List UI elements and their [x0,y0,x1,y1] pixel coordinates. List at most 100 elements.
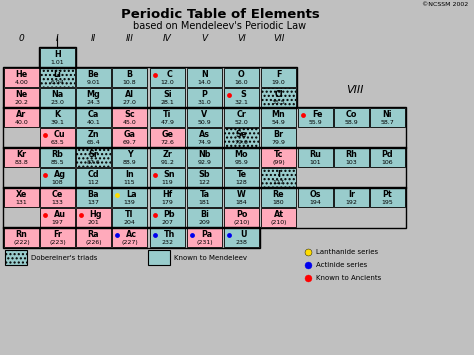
Text: 24.3: 24.3 [86,100,100,105]
Text: Fe: Fe [312,110,323,119]
Bar [261,148,296,167]
Text: Ir: Ir [348,190,355,200]
Text: 31.0: 31.0 [198,100,211,105]
Text: Ni: Ni [383,110,392,119]
Text: Kr: Kr [17,150,27,159]
Text: 74.9: 74.9 [198,140,211,145]
Text: (226): (226) [85,240,102,245]
Text: Ce: Ce [52,190,63,200]
Text: 106: 106 [382,160,393,165]
Bar [187,88,222,107]
Text: Zn: Zn [88,130,100,140]
Text: I: I [277,170,280,179]
Text: 238: 238 [236,240,247,245]
Text: Cl: Cl [274,90,283,99]
Bar [224,208,259,227]
Bar [261,128,296,147]
Text: ©NCSSM 2002: ©NCSSM 2002 [422,2,468,7]
Text: At: At [273,211,283,219]
Bar [261,208,296,227]
Bar [112,128,147,147]
Bar [112,208,147,227]
Text: As: As [199,130,210,140]
Bar [76,88,111,107]
Text: 39.1: 39.1 [51,120,64,125]
Text: Xe: Xe [16,190,27,200]
Text: K: K [55,110,61,119]
Text: Tl: Tl [125,211,134,219]
Text: La: La [126,190,137,200]
Bar [187,128,222,147]
Bar [76,168,111,187]
Text: (210): (210) [233,220,250,225]
Text: Sc: Sc [124,110,135,119]
Text: 20.2: 20.2 [15,100,28,105]
Text: 58.7: 58.7 [381,120,394,125]
Text: 50.9: 50.9 [198,120,211,125]
Text: Ca: Ca [88,110,99,119]
Bar [4,148,39,167]
Text: Lanthanide series: Lanthanide series [316,249,378,255]
Bar [76,68,111,87]
Bar [112,148,147,167]
Text: C: C [166,70,173,79]
Bar [3,67,297,108]
Text: Ar: Ar [17,110,27,119]
Bar [224,88,259,107]
Text: (99): (99) [272,160,285,165]
Text: 133: 133 [52,200,64,205]
Bar [224,148,259,167]
Text: Th: Th [164,230,175,239]
Bar [4,228,39,247]
Text: (223): (223) [49,240,66,245]
Text: 1.01: 1.01 [51,60,64,65]
Bar [187,168,222,187]
Text: Periodic Table of Elements: Periodic Table of Elements [120,8,319,21]
Text: 207: 207 [162,220,173,225]
Bar [261,108,296,127]
Text: Known to Ancients: Known to Ancients [316,275,381,281]
Text: Zr: Zr [163,150,173,159]
Bar [261,68,296,87]
Text: 115: 115 [124,180,135,185]
Text: 0: 0 [18,34,24,43]
Text: Rh: Rh [346,150,357,159]
Text: 194: 194 [310,200,321,205]
Text: Fr: Fr [53,230,62,239]
Bar [334,148,369,167]
Bar [261,88,296,107]
Bar [148,250,170,265]
Text: 14.0: 14.0 [198,80,211,85]
Text: Ru: Ru [310,150,321,159]
Bar [40,168,75,187]
Text: Pt: Pt [383,190,392,200]
Bar [3,107,406,148]
Bar [370,188,405,207]
Bar [112,188,147,207]
Text: 122: 122 [199,180,210,185]
Bar [187,108,222,127]
Text: O: O [238,70,245,79]
Bar [224,128,259,147]
Bar [76,228,111,247]
Text: Dobereiner's triads: Dobereiner's triads [31,255,97,261]
Text: Si: Si [163,90,172,99]
Bar [40,48,75,67]
Bar [298,108,333,127]
Text: Al: Al [125,90,134,99]
Text: Cr: Cr [237,110,246,119]
Text: IV: IV [163,34,172,43]
Text: 103: 103 [346,160,357,165]
Text: (227): (227) [121,240,138,245]
Text: 23.0: 23.0 [51,100,64,105]
Text: 79.0: 79.0 [235,140,248,145]
Text: Sr: Sr [89,150,99,159]
Bar [76,148,111,167]
Bar [150,68,185,87]
Bar [112,88,147,107]
Bar [150,108,185,127]
Text: In: In [125,170,134,179]
Bar [224,68,259,87]
Text: Rb: Rb [52,150,64,159]
Text: VI: VI [237,34,246,43]
